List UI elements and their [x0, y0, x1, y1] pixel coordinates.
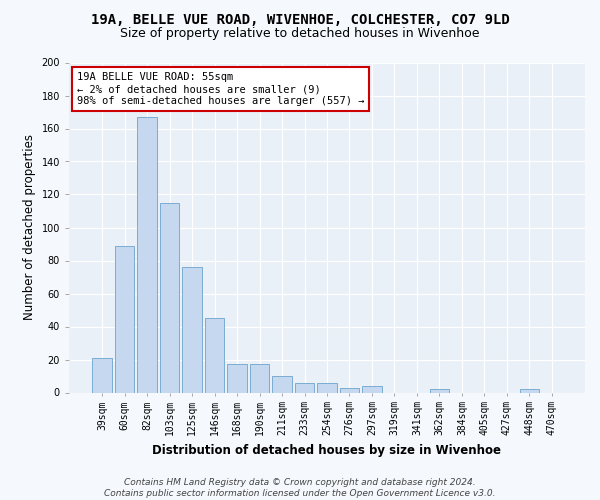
Y-axis label: Number of detached properties: Number of detached properties: [23, 134, 36, 320]
Bar: [340, 388, 359, 392]
Text: Contains HM Land Registry data © Crown copyright and database right 2024.
Contai: Contains HM Land Registry data © Crown c…: [104, 478, 496, 498]
Bar: [137, 117, 157, 392]
X-axis label: Distribution of detached houses by size in Wivenhoe: Distribution of detached houses by size …: [152, 444, 502, 456]
Bar: [272, 376, 292, 392]
Bar: [227, 364, 247, 392]
Text: 19A BELLE VUE ROAD: 55sqm
← 2% of detached houses are smaller (9)
98% of semi-de: 19A BELLE VUE ROAD: 55sqm ← 2% of detach…: [77, 72, 364, 106]
Bar: [205, 318, 224, 392]
Bar: [250, 364, 269, 392]
Bar: [92, 358, 112, 392]
Bar: [317, 382, 337, 392]
Bar: [520, 389, 539, 392]
Bar: [115, 246, 134, 392]
Text: 19A, BELLE VUE ROAD, WIVENHOE, COLCHESTER, CO7 9LD: 19A, BELLE VUE ROAD, WIVENHOE, COLCHESTE…: [91, 12, 509, 26]
Bar: [430, 389, 449, 392]
Text: Size of property relative to detached houses in Wivenhoe: Size of property relative to detached ho…: [120, 28, 480, 40]
Bar: [362, 386, 382, 392]
Bar: [295, 382, 314, 392]
Bar: [182, 267, 202, 392]
Bar: [160, 203, 179, 392]
